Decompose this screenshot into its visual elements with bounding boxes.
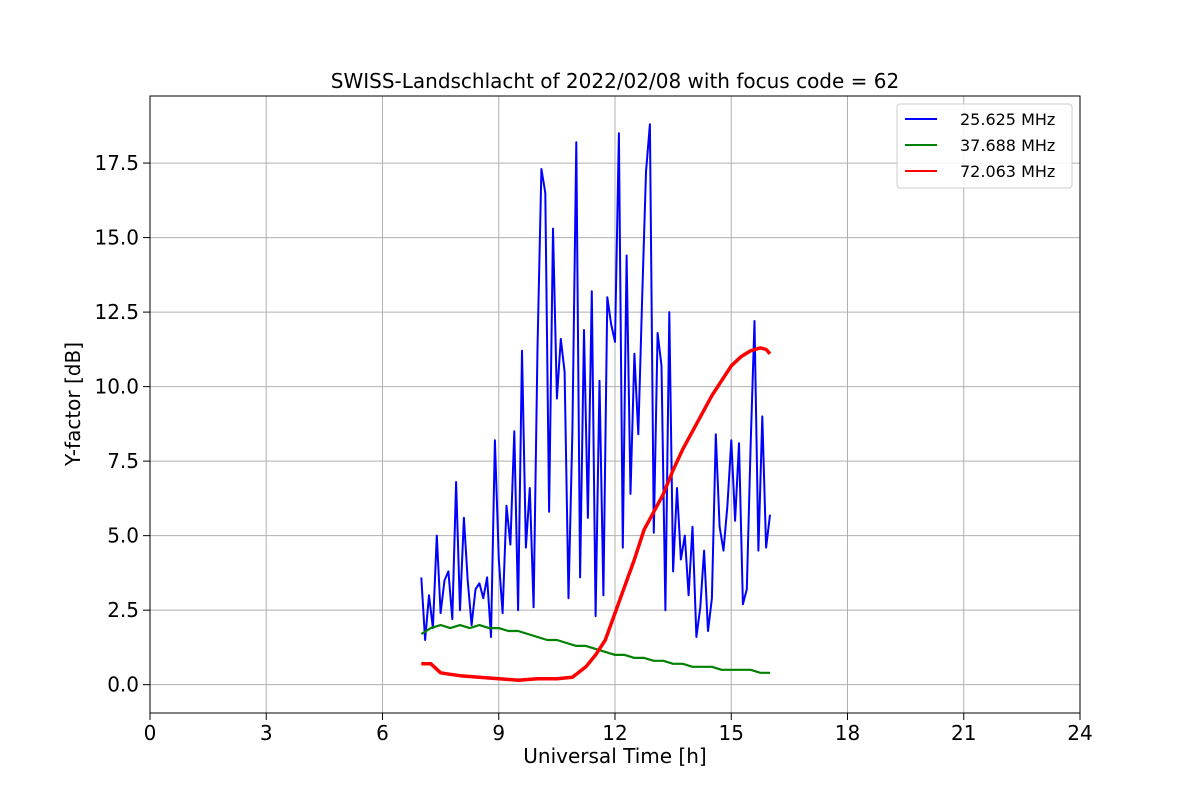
legend-label-1: 25.625 MHz — [960, 110, 1055, 129]
legend-label-3: 72.063 MHz — [960, 162, 1055, 181]
y-tick-label: 12.5 — [94, 300, 139, 324]
x-tick-label: 12 — [602, 721, 627, 745]
series-line-3 — [421, 346, 772, 682]
x-tick-label: 18 — [835, 721, 860, 745]
y-tick-label: 0.0 — [107, 673, 139, 697]
x-axis-label: Universal Time [h] — [523, 744, 706, 768]
x-tick-label: 0 — [144, 721, 157, 745]
chart-title: SWISS-Landschlacht of 2022/02/08 with fo… — [331, 69, 899, 93]
y-axis-label: Y-factor [dB] — [61, 342, 85, 467]
x-tick-label: 15 — [719, 721, 744, 745]
y-tick-label: 10.0 — [94, 375, 139, 399]
y-tick-label: 5.0 — [107, 524, 139, 548]
y-tick-label: 17.5 — [94, 151, 139, 175]
series-layer — [420, 123, 772, 682]
legend: 25.625 MHz 37.688 MHz 72.063 MHz — [896, 103, 1073, 189]
x-tick-label: 9 — [492, 721, 505, 745]
x-tick-label: 21 — [951, 721, 976, 745]
ticks: 0 3 6 9 12 15 18 21 24 0.0 2.5 5.0 7.5 10.0 12.5 15.0 17… — [94, 151, 1092, 745]
x-tick-label: 6 — [376, 721, 389, 745]
x-tick-label: 3 — [260, 721, 273, 745]
x-tick-label: 24 — [1067, 721, 1092, 745]
y-tick-label: 7.5 — [107, 449, 139, 473]
legend-box — [896, 103, 1073, 189]
series-line-2 — [420, 623, 770, 674]
legend-label-2: 37.688 MHz — [960, 136, 1055, 155]
y-tick-label: 15.0 — [94, 226, 139, 250]
series-line-1 — [420, 123, 771, 641]
y-tick-label: 2.5 — [107, 598, 139, 622]
